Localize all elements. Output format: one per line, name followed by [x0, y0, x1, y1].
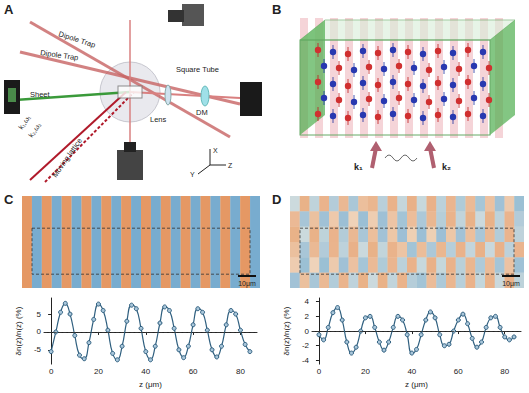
svg-text:DM: DM: [196, 108, 208, 117]
svg-text:z (μm): z (μm): [405, 380, 428, 389]
svg-text:-2: -2: [302, 341, 310, 350]
svg-text:10μm: 10μm: [238, 280, 256, 288]
svg-text:2: 2: [305, 312, 310, 321]
svg-text:Moving lattice: Moving lattice: [50, 136, 84, 179]
svg-text:80: 80: [236, 367, 245, 376]
svg-text:k₁: k₁: [354, 162, 363, 172]
svg-text:Square Tube: Square Tube: [176, 65, 219, 74]
svg-text:40: 40: [407, 367, 416, 376]
svg-text:k₁,ω₁: k₁,ω₁: [17, 113, 32, 130]
svg-text:Z: Z: [228, 162, 233, 169]
svg-text:Sheet: Sheet: [30, 90, 51, 99]
svg-text:4: 4: [305, 297, 310, 306]
svg-text:X: X: [213, 147, 218, 154]
svg-text:D: D: [272, 192, 281, 207]
svg-text:z (μm): z (μm): [139, 380, 162, 389]
svg-text:0: 0: [49, 367, 54, 376]
svg-text:0: 0: [317, 367, 322, 376]
svg-text:40: 40: [141, 367, 150, 376]
svg-text:Lens: Lens: [150, 115, 167, 124]
svg-text:-5: -5: [34, 345, 42, 354]
svg-text:0: 0: [37, 327, 42, 336]
svg-text:δn(z)/n(z) (%): δn(z)/n(z) (%): [14, 306, 23, 355]
svg-text:-4: -4: [302, 356, 310, 365]
svg-text:Dipole Trap: Dipole Trap: [40, 48, 79, 62]
svg-text:k₂: k₂: [442, 162, 451, 172]
svg-text:Y: Y: [190, 171, 195, 178]
svg-text:C: C: [4, 192, 14, 207]
svg-text:B: B: [272, 2, 281, 17]
svg-text:5: 5: [37, 310, 42, 319]
svg-text:60: 60: [189, 367, 198, 376]
svg-text:δn(z)/n(z) (%): δn(z)/n(z) (%): [282, 306, 291, 355]
svg-text:A: A: [4, 2, 14, 17]
svg-text:Dipole Trap: Dipole Trap: [57, 29, 96, 49]
svg-text:k₂,ω₂: k₂,ω₂: [27, 121, 42, 139]
svg-text:80: 80: [500, 367, 509, 376]
svg-text:20: 20: [94, 367, 103, 376]
svg-text:20: 20: [361, 367, 370, 376]
svg-text:0: 0: [305, 327, 310, 336]
svg-text:60: 60: [454, 367, 463, 376]
svg-text:10μm: 10μm: [502, 280, 520, 288]
